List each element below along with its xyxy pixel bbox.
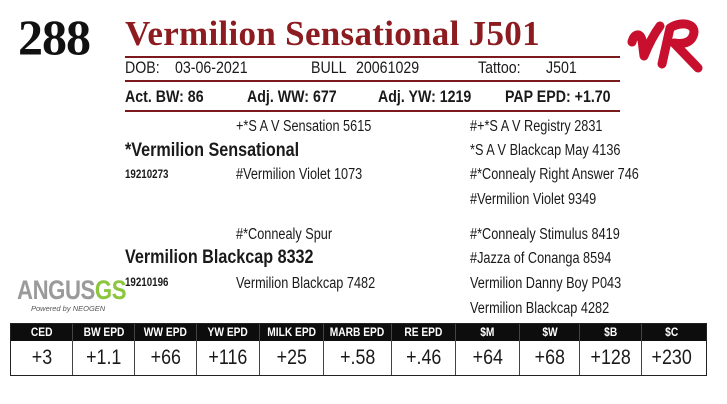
sire-sire: +*S A V Sensation 5615 xyxy=(236,118,372,135)
dob-value: 03-06-2021 xyxy=(175,59,248,77)
epd-value-text: +68 xyxy=(534,346,565,369)
epd-header-label: $M xyxy=(480,325,495,339)
epd-header-bw-epd: BW EPD xyxy=(72,324,134,341)
sire-dam-sire: #*Connealy Right Answer 746 xyxy=(470,166,639,183)
logo-gs: GS xyxy=(94,275,127,305)
epd-value-text: +230 xyxy=(651,346,693,369)
epd-header-milk-epd: MILK EPD xyxy=(259,324,323,341)
dam-dam-sire: Vermilion Danny Boy P043 xyxy=(470,275,622,292)
tattoo-label: Tattoo: xyxy=(478,59,521,77)
dob-label: DOB: xyxy=(125,59,160,77)
yearling-weight: Adj. YW: 1219 xyxy=(378,88,472,106)
angus-gs-logo: ANGUSGS Powered by NEOGEN xyxy=(17,276,150,313)
sire-dam-dam: #Vermilion Violet 9349 xyxy=(470,191,597,208)
animal-name: Vermilion Sensational J501 xyxy=(125,14,540,53)
epd-header-re-epd: RE EPD xyxy=(391,324,455,341)
epd-value-text: +66 xyxy=(150,346,181,369)
birth-weight: Act. BW: 86 xyxy=(125,88,204,106)
sire-name: *Vermilion Sensational xyxy=(125,140,300,161)
sire-registration: 19210273 xyxy=(125,169,169,181)
registration-number: 20061029 xyxy=(356,59,420,77)
dam-sire: #*Connealy Spur xyxy=(236,226,333,243)
epd-header-label: BW EPD xyxy=(83,325,124,339)
epd-header-label: MARB EPD xyxy=(330,325,385,339)
weaning-weight: Adj. WW: 677 xyxy=(247,88,337,106)
epd-header-c: $C xyxy=(641,324,702,341)
epd-header-label: $W xyxy=(541,325,558,339)
epd-value-text: +128 xyxy=(590,346,631,369)
epd-header-label: MILK EPD xyxy=(267,325,316,339)
epd-value-milk-epd: +25 xyxy=(259,341,323,375)
epd-value-bw-epd: +1.1 xyxy=(72,341,134,375)
epd-header-yw-epd: YW EPD xyxy=(196,324,259,341)
dam-dam-dam: Vermilion Blackcap 4282 xyxy=(470,300,610,317)
epd-header-m: $M xyxy=(455,324,519,341)
epd-value-text: +116 xyxy=(208,346,248,369)
epd-header-b: $B xyxy=(579,324,641,341)
tattoo-value: J501 xyxy=(546,59,577,77)
epd-value-ced: +3 xyxy=(11,341,72,375)
epd-value-c: +230 xyxy=(641,341,702,375)
epd-header-label: YW EPD xyxy=(207,325,249,339)
epd-value-w: +68 xyxy=(519,341,579,375)
epd-value-marb-epd: +.58 xyxy=(323,341,391,375)
epd-header-label: RE EPD xyxy=(404,325,443,339)
epd-header-label: WW EPD xyxy=(143,325,188,339)
epd-value-text: +.46 xyxy=(405,346,442,369)
pap-epd: PAP EPD: +1.70 xyxy=(505,88,611,106)
brand-logo xyxy=(627,19,703,73)
logo-angus: ANGUS xyxy=(17,275,95,305)
lot-number: 288 xyxy=(18,9,91,65)
epd-header-ced: CED xyxy=(11,324,72,341)
epd-value-text: +64 xyxy=(472,346,503,369)
epd-header-label: CED xyxy=(30,325,53,339)
epd-header-label: $C xyxy=(665,325,679,339)
epd-header-ww-epd: WW EPD xyxy=(134,324,196,341)
epd-value-row: +3 +1.1 +66 +116 +25 +.58 +.46 +64 +68 +128 +230 xyxy=(11,341,706,375)
logo-tagline: Powered by NEOGEN xyxy=(31,304,106,313)
sex-label: BULL xyxy=(311,59,347,77)
dam-sire-dam: #Jazza of Conanga 8594 xyxy=(470,250,612,267)
sire-dam: #Vermilion Violet 1073 xyxy=(236,166,363,183)
epd-value-text: +3 xyxy=(31,346,52,369)
epd-header-w: $W xyxy=(519,324,579,341)
epd-header-marb-epd: MARB EPD xyxy=(323,324,391,341)
epd-value-b: +128 xyxy=(579,341,641,375)
epd-value-text: +.58 xyxy=(339,346,376,369)
epd-value-re-epd: +.46 xyxy=(391,341,455,375)
dam-dam: Vermilion Blackcap 7482 xyxy=(236,275,376,292)
epd-value-text: +1.1 xyxy=(85,346,122,369)
epd-value-text: +25 xyxy=(276,346,307,369)
epd-value-ww-epd: +66 xyxy=(134,341,196,375)
epd-value-yw-epd: +116 xyxy=(196,341,259,375)
dam-name: Vermilion Blackcap 8332 xyxy=(125,247,314,268)
dam-registration: 19210196 xyxy=(125,277,169,289)
epd-header-row: CED BW EPD WW EPD YW EPD MILK EPD MARB EPD RE … xyxy=(11,324,706,341)
sire-sire-sire: #+*S A V Registry 2831 xyxy=(470,118,603,135)
sire-sire-dam: *S A V Blackcap May 4136 xyxy=(470,142,621,159)
dam-sire-sire: #*Connealy Stimulus 8419 xyxy=(470,226,620,243)
epd-value-m: +64 xyxy=(455,341,519,375)
epd-header-label: $B xyxy=(603,325,618,339)
epd-table: CED BW EPD WW EPD YW EPD MILK EPD MARB EPD RE … xyxy=(10,323,707,376)
